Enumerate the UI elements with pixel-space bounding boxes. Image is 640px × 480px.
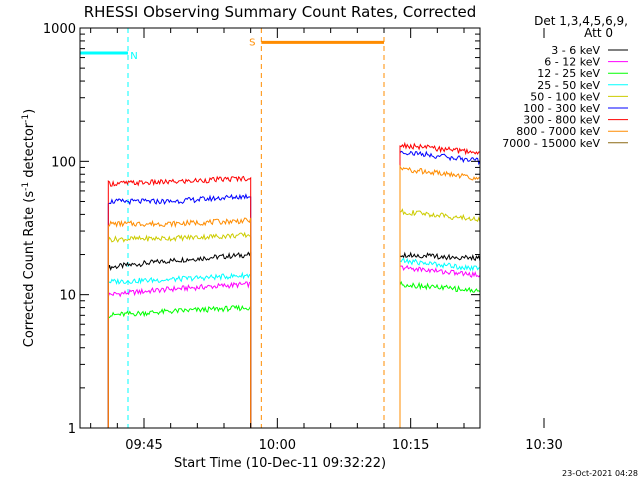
y-tick-label-3: 1000 xyxy=(43,22,76,37)
legend-header-2: Att 0 xyxy=(584,26,613,40)
y-axis-label-part-2: detector xyxy=(22,122,37,182)
series-line-3-seg1 xyxy=(107,271,252,428)
x-tick-label-1: 10:00 xyxy=(259,438,296,453)
y-axis-label-part-1: Corrected Count Rate (s xyxy=(22,191,37,348)
chart-title: RHESSI Observing Summary Count Rates, Co… xyxy=(84,3,477,21)
legend-label-4: 50 - 100 keV xyxy=(530,90,600,103)
series-line-1-seg2 xyxy=(399,264,481,428)
footer-timestamp: 23-Oct-2021 04:28 xyxy=(562,469,638,478)
series-line-5-seg2 xyxy=(399,150,481,428)
y-axis: 1 10 100 1000 xyxy=(43,22,480,437)
legend-label-3: 25 - 50 keV xyxy=(537,79,600,92)
x-tick-label-3: 10:30 xyxy=(525,438,562,453)
legend-label-5: 100 - 300 keV xyxy=(523,102,600,115)
x-tick-label-0: 09:45 xyxy=(125,438,162,453)
y-axis-label-part-3: ) xyxy=(22,109,37,114)
series-line-6-seg2 xyxy=(399,141,481,428)
series-line-6-seg1 xyxy=(107,175,252,428)
series-layer xyxy=(107,141,481,428)
series-line-7-seg1 xyxy=(107,217,252,428)
saa-flag-label: S xyxy=(249,37,255,48)
series-line-2-seg2 xyxy=(399,280,481,428)
plot-frame xyxy=(79,27,481,429)
series-line-5-seg1 xyxy=(107,193,252,428)
legend-label-7: 800 - 7000 keV xyxy=(516,125,600,138)
y-axis-label-sup-1: -1 xyxy=(21,182,31,191)
series-line-1-seg1 xyxy=(107,281,252,428)
y-tick-label-2: 100 xyxy=(51,155,76,170)
y-tick-label-0: 1 xyxy=(68,422,76,437)
night-flag-label: N xyxy=(130,51,137,62)
x-tick-label-2: 10:15 xyxy=(392,438,429,453)
legend-label-0: 3 - 6 keV xyxy=(551,44,600,57)
legend-label-8: 7000 - 15000 keV xyxy=(502,137,600,150)
series-line-0-seg1 xyxy=(107,251,252,428)
y-tick-label-1: 10 xyxy=(59,289,76,304)
series-line-4-seg2 xyxy=(399,208,481,428)
series-line-7-seg2 xyxy=(399,164,481,428)
series-line-0-seg2 xyxy=(399,251,481,428)
legend-label-1: 6 - 12 keV xyxy=(544,56,600,69)
x-axis-label: Start Time (10-Dec-11 09:32:22) xyxy=(174,456,386,471)
legend-label-6: 300 - 800 keV xyxy=(523,114,600,127)
series-line-4-seg1 xyxy=(107,231,252,428)
series-line-2-seg1 xyxy=(107,304,252,428)
series-line-3-seg2 xyxy=(399,257,481,428)
y-axis-label-sup-2: -1 xyxy=(21,114,31,123)
legend-label-2: 12 - 25 keV xyxy=(537,67,600,80)
legend-header-1: Det 1,3,4,5,6,9, xyxy=(534,14,628,28)
y-axis-label: Corrected Count Rate (s-1 detector-1) xyxy=(21,109,37,347)
